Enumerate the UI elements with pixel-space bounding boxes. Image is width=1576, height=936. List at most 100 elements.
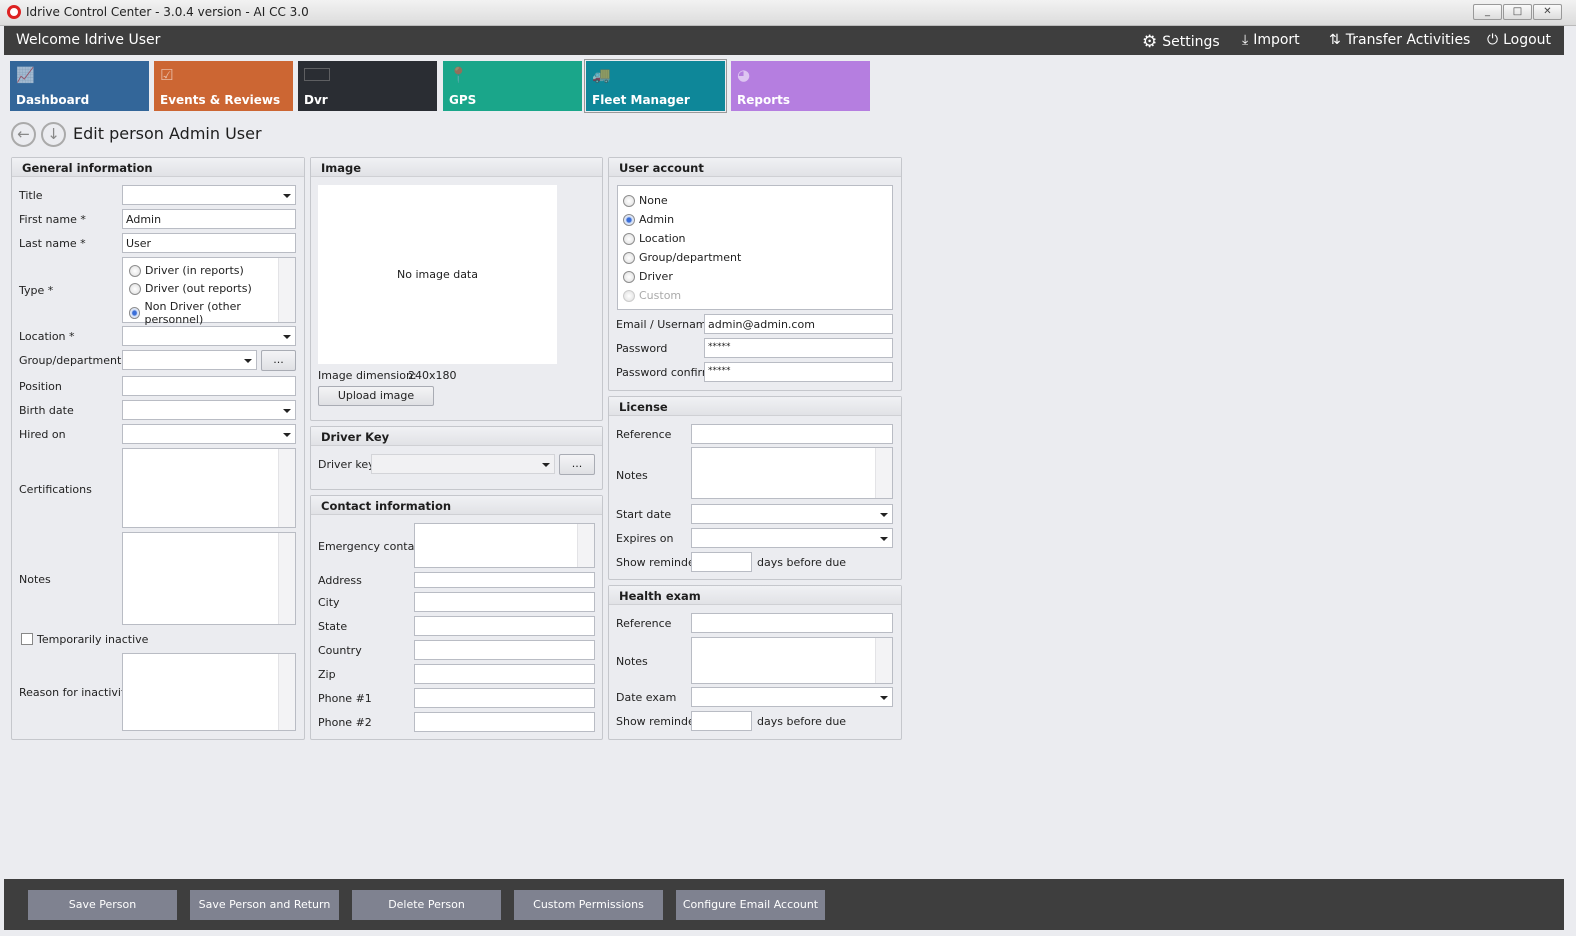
date-exam-picker[interactable] [691,687,893,707]
close-button[interactable]: ✕ [1533,4,1562,20]
tile-dashboard[interactable]: 📈 Dashboard [10,61,149,111]
zip-label: Zip [318,668,336,681]
last-name-label: Last name * [19,237,86,250]
no-image-text: No image data [397,268,478,281]
temporarily-inactive-label: Temporarily inactive [37,633,149,646]
position-input[interactable] [122,376,296,396]
state-label: State [318,620,348,633]
panel-header: Contact information [311,496,602,515]
phone2-input[interactable] [414,712,595,732]
account-admin-radio[interactable]: Admin [623,213,674,226]
first-name-input[interactable]: Admin [122,209,296,229]
city-input[interactable] [414,592,595,612]
vehicles-icon: 🚚 [592,66,611,84]
password-label: Password [616,342,668,355]
expires-on-picker[interactable] [691,528,893,548]
clipboard-icon: ☑ [160,66,174,84]
tile-reports[interactable]: ◕ Reports [731,61,870,111]
pie-chart-icon: ◕ [737,66,751,84]
transfer-activities-button[interactable]: ⇅ Transfer Activities [1329,32,1471,48]
window-title: Idrive Control Center - 3.0.4 version - … [26,5,309,19]
temporarily-inactive-checkbox[interactable] [21,633,33,645]
account-none-radio[interactable]: None [623,194,668,207]
type-non-driver-radio[interactable]: Non Driver (other personnel) [129,300,295,326]
arrow-left-icon: ← [17,125,30,143]
minimize-button[interactable]: _ [1473,4,1502,20]
license-days-before-label: days before due [757,556,847,569]
health-reference-input[interactable] [691,613,893,633]
group-select[interactable] [122,350,257,370]
birth-date-label: Birth date [19,404,74,417]
account-group-radio[interactable]: Group/department [623,251,741,264]
driver-key-label: Driver key [318,458,375,471]
certifications-textarea[interactable] [122,448,296,528]
hired-on-label: Hired on [19,428,66,441]
driver-key-select[interactable] [371,454,555,474]
reason-textarea[interactable] [122,653,296,731]
address-input[interactable] [414,572,595,588]
license-reminder-input[interactable] [691,552,752,572]
health-notes-textarea[interactable] [691,637,893,684]
date-exam-label: Date exam [616,691,677,704]
back-button[interactable]: ← [11,122,36,147]
image-dimension-value: 240x180 [408,369,457,382]
birth-date-picker[interactable] [122,400,296,420]
transfer-arrows-icon: ⇅ [1329,32,1341,48]
first-name-label: First name * [19,213,86,226]
country-label: Country [318,644,362,657]
license-reference-input[interactable] [691,424,893,444]
type-driver-out-reports-radio[interactable]: Driver (out reports) [129,282,252,295]
notes-textarea[interactable] [122,532,296,625]
tile-dvr[interactable]: Dvr [298,61,437,111]
location-select[interactable] [122,326,296,346]
delete-person-button[interactable]: Delete Person [352,890,501,920]
image-preview: No image data [318,185,557,364]
tile-gps[interactable]: 📍 GPS [443,61,582,111]
country-input[interactable] [414,640,595,660]
phone1-label: Phone #1 [318,692,372,705]
expires-on-label: Expires on [616,532,674,545]
health-notes-label: Notes [616,655,648,668]
title-select[interactable] [122,185,296,205]
custom-permissions-button[interactable]: Custom Permissions [514,890,663,920]
group-browse-button[interactable]: ... [261,350,296,371]
down-button[interactable]: ↓ [41,122,66,147]
tile-fleet-manager[interactable]: 🚚 Fleet Manager [584,59,727,113]
state-input[interactable] [414,616,595,636]
license-reference-label: Reference [616,428,672,441]
start-date-picker[interactable] [691,504,893,524]
maximize-button[interactable]: □ [1503,4,1532,20]
password-confirm-label: Password confirm [616,366,713,379]
type-driver-in-reports-radio[interactable]: Driver (in reports) [129,264,244,277]
configure-email-account-button[interactable]: Configure Email Account [676,890,825,920]
account-driver-radio[interactable]: Driver [623,270,673,283]
import-button[interactable]: ⤓ Import [1242,32,1300,48]
account-custom-radio: Custom [623,289,681,302]
phone1-input[interactable] [414,688,595,708]
address-label: Address [318,574,362,587]
last-name-input[interactable]: User [122,233,296,253]
phone2-label: Phone #2 [318,716,372,729]
panel-header: License [609,397,901,416]
save-person-button[interactable]: Save Person [28,890,177,920]
hired-on-picker[interactable] [122,424,296,444]
license-notes-textarea[interactable] [691,447,893,499]
password-input[interactable]: ***** [704,338,893,358]
upload-image-button[interactable]: Upload image [318,386,434,406]
dvr-icon [304,68,330,81]
settings-button[interactable]: ⚙ Settings [1142,32,1220,52]
logout-button[interactable]: ⏻ Logout [1487,32,1552,48]
driver-key-browse-button[interactable]: ... [559,454,595,475]
emergency-contact-textarea[interactable] [414,523,595,568]
account-location-radio[interactable]: Location [623,232,686,245]
save-person-return-button[interactable]: Save Person and Return [190,890,339,920]
panel-header: Image [311,158,602,177]
health-reminder-input[interactable] [691,711,752,731]
type-label: Type * [19,284,54,297]
zip-input[interactable] [414,664,595,684]
welcome-text: Welcome Idrive User [16,32,161,48]
account-type-radio-group: None Admin Location Group/department Dri… [617,185,893,310]
tile-events-reviews[interactable]: ☑ Events & Reviews [154,61,293,111]
email-input[interactable]: admin@admin.com [704,314,893,334]
password-confirm-input[interactable]: ***** [704,362,893,382]
